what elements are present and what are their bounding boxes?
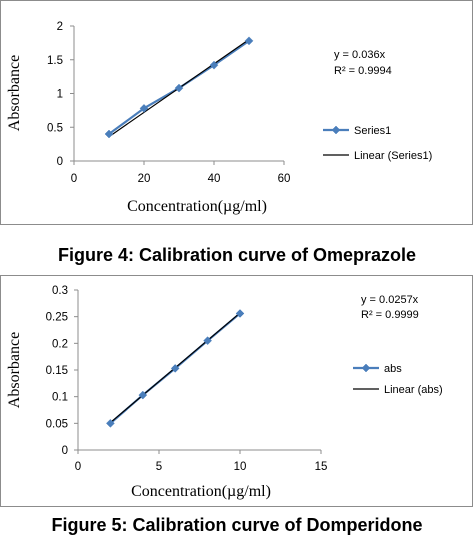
data-point: [203, 336, 212, 346]
x-tick-label: 0: [71, 173, 77, 185]
legend-trendline-label: Linear (Series1): [354, 150, 432, 162]
calibration-chart-domperidone: 0 0.05 0.1 0.15 0.2 0.25 0.3 0 5 10 15 Concentratio…: [0, 275, 473, 507]
y-axis-title: Absorbance: [6, 55, 23, 131]
x-tick-label: 60: [278, 173, 291, 185]
x-tick-label: 40: [208, 173, 221, 185]
equation-label: y = 0.036x: [334, 49, 386, 61]
y-tick-label: 0.25: [46, 312, 68, 324]
y-tick-label: 0.5: [47, 122, 63, 134]
r-squared-label: R² = 0.9999: [361, 309, 419, 321]
x-tick-label: 5: [156, 461, 162, 473]
figure-caption-omeprazole: Figure 4: Calibration curve of Omeprazol…: [57, 245, 417, 265]
figure-caption-domperidone: Figure 5: Calibration curve of Domperido…: [51, 515, 423, 535]
y-tick-label: 2: [57, 21, 63, 33]
y-tick-label: 0: [57, 156, 63, 168]
data-point: [106, 418, 115, 428]
data-point: [209, 60, 219, 70]
x-tick-label: 10: [234, 461, 247, 473]
equation-label: y = 0.0257x: [361, 294, 419, 306]
y-tick-label: 0.1: [52, 392, 68, 404]
data-point: [138, 390, 148, 400]
r-squared-label: R² = 0.9994: [334, 65, 392, 77]
data-point: [139, 103, 149, 113]
data-point: [244, 36, 254, 46]
x-axis-title: Concentration(µg/ml): [131, 483, 271, 500]
y-axis-title: Absorbance: [6, 332, 23, 408]
legend-series-marker: [361, 363, 371, 373]
y-tick-label: 1.5: [47, 55, 63, 67]
data-point: [235, 309, 245, 318]
legend-series-label: Series1: [354, 125, 391, 137]
legend-trendline-label: Linear (abs): [384, 384, 443, 396]
chart-domperidone-svg: 0 0.05 0.1 0.15 0.2 0.25 0.3 0 5 10 15 Concentratio…: [6, 285, 443, 500]
y-tick-label: 0: [62, 445, 68, 457]
y-tick-label: 1: [57, 89, 63, 101]
y-tick-label: 0.05: [46, 418, 68, 430]
calibration-chart-omeprazole: 0 0.5 1 1.5 2 0 20 40 60 Concentration(µg/ml) Abso…: [0, 0, 473, 225]
x-tick-label: 0: [75, 461, 81, 473]
legend-series-marker: [331, 125, 341, 135]
data-point: [174, 83, 184, 93]
chart-omeprazole-svg: 00.511.520 20 40 60Concentration(µg/ml)Abso…: [6, 21, 432, 215]
x-tick-label: 20: [138, 173, 151, 185]
legend-series-label: abs: [384, 363, 402, 375]
y-tick-label: 0.2: [52, 338, 68, 350]
data-point: [170, 364, 180, 373]
x-tick-label: 15: [315, 461, 328, 473]
x-axis-title: Concentration(µg/ml): [127, 198, 267, 215]
data-point: [104, 129, 114, 139]
y-tick-label: 0.15: [46, 365, 68, 377]
y-tick-label: 0.3: [52, 285, 68, 297]
